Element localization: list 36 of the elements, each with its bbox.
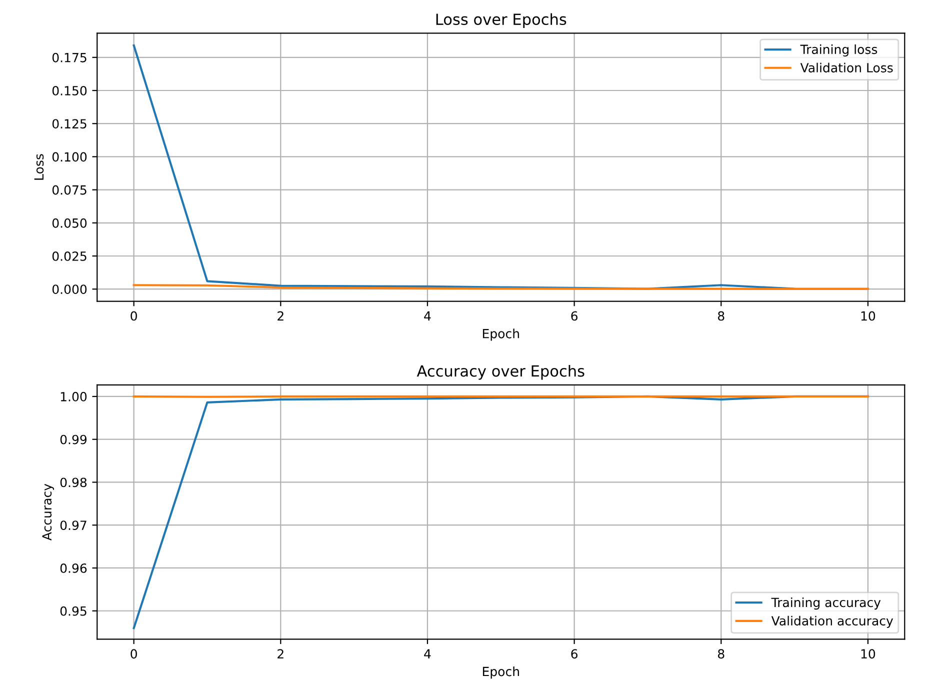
- x-tick-label: 4: [424, 311, 431, 320]
- y-tick-label: 0.125: [52, 119, 86, 129]
- x-tick-label: 2: [278, 311, 284, 320]
- y-axis-title: Loss: [34, 154, 44, 180]
- y-tick-label: 0.175: [52, 52, 86, 62]
- legend-label: Validation Loss: [800, 62, 893, 72]
- y-tick-label: 0.025: [52, 251, 86, 261]
- y-tick-label: 0.95: [60, 606, 86, 616]
- y-tick-label: 0.96: [60, 563, 87, 573]
- y-tick-label: 1.00: [60, 392, 87, 402]
- x-tick-label: 2: [278, 649, 284, 658]
- chart-title: Loss over Epochs: [436, 13, 566, 28]
- x-tick-label: 6: [571, 649, 578, 659]
- x-tick-label: 0: [130, 649, 137, 659]
- y-tick-label: 0.050: [52, 218, 87, 228]
- y-tick-label: 0.99: [60, 434, 87, 444]
- y-tick-label: 0.98: [60, 478, 87, 488]
- x-tick-label: 8: [718, 649, 724, 659]
- y-tick-label: 0.000: [52, 284, 87, 294]
- y-tick-label: 0.97: [60, 520, 86, 530]
- x-tick-label: 6: [571, 311, 578, 321]
- legend-label: Validation accuracy: [771, 616, 894, 628]
- x-tick-label: 4: [424, 649, 431, 658]
- y-tick-label: 0.075: [52, 185, 86, 195]
- x-tick-label: 0: [130, 311, 137, 321]
- y-axis-title: Accuracy: [42, 484, 54, 540]
- legend-label: Training accuracy: [771, 597, 881, 610]
- x-tick-label: 10: [861, 311, 876, 321]
- x-axis-title: Epoch: [482, 328, 519, 341]
- legend-label: Training loss: [800, 44, 878, 57]
- x-axis-title: Epoch: [482, 666, 519, 679]
- y-tick-label: 0.100: [52, 152, 87, 162]
- x-tick-label: 10: [861, 649, 876, 659]
- chart-title: Accuracy over Epochs: [416, 364, 584, 380]
- y-tick-label: 0.150: [52, 86, 87, 96]
- x-tick-label: 8: [718, 311, 724, 321]
